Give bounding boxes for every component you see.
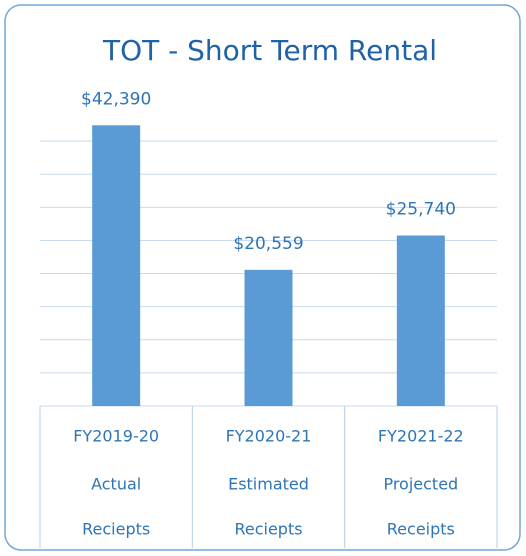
bar [244,269,293,406]
x-tick-label: FY2020-21 [226,427,312,446]
data-label: $20,559 [233,234,303,254]
x-tick-label: Actual [91,475,141,494]
x-tick-label: FY2019-20 [73,427,159,446]
x-tick-label: Projected [383,475,458,494]
x-tick-label: FY2021-22 [378,427,464,446]
marks: $42,390 $20,559 $25,740 [81,89,456,406]
x-tick-label: Estimated [228,475,309,494]
data-label: $42,390 [81,89,151,109]
x-tick-label: Receipts [387,520,455,539]
data-label: $25,740 [386,200,456,220]
bar [92,125,141,406]
chart-title: TOT - Short Term Rental [102,34,437,67]
x-tick-label: Reciepts [234,520,302,539]
x-tick-label: Reciepts [82,520,150,539]
category-table: FY2019-20 Actual Reciepts FY2020-21 Estimate… [39,406,498,548]
bar [396,235,445,406]
